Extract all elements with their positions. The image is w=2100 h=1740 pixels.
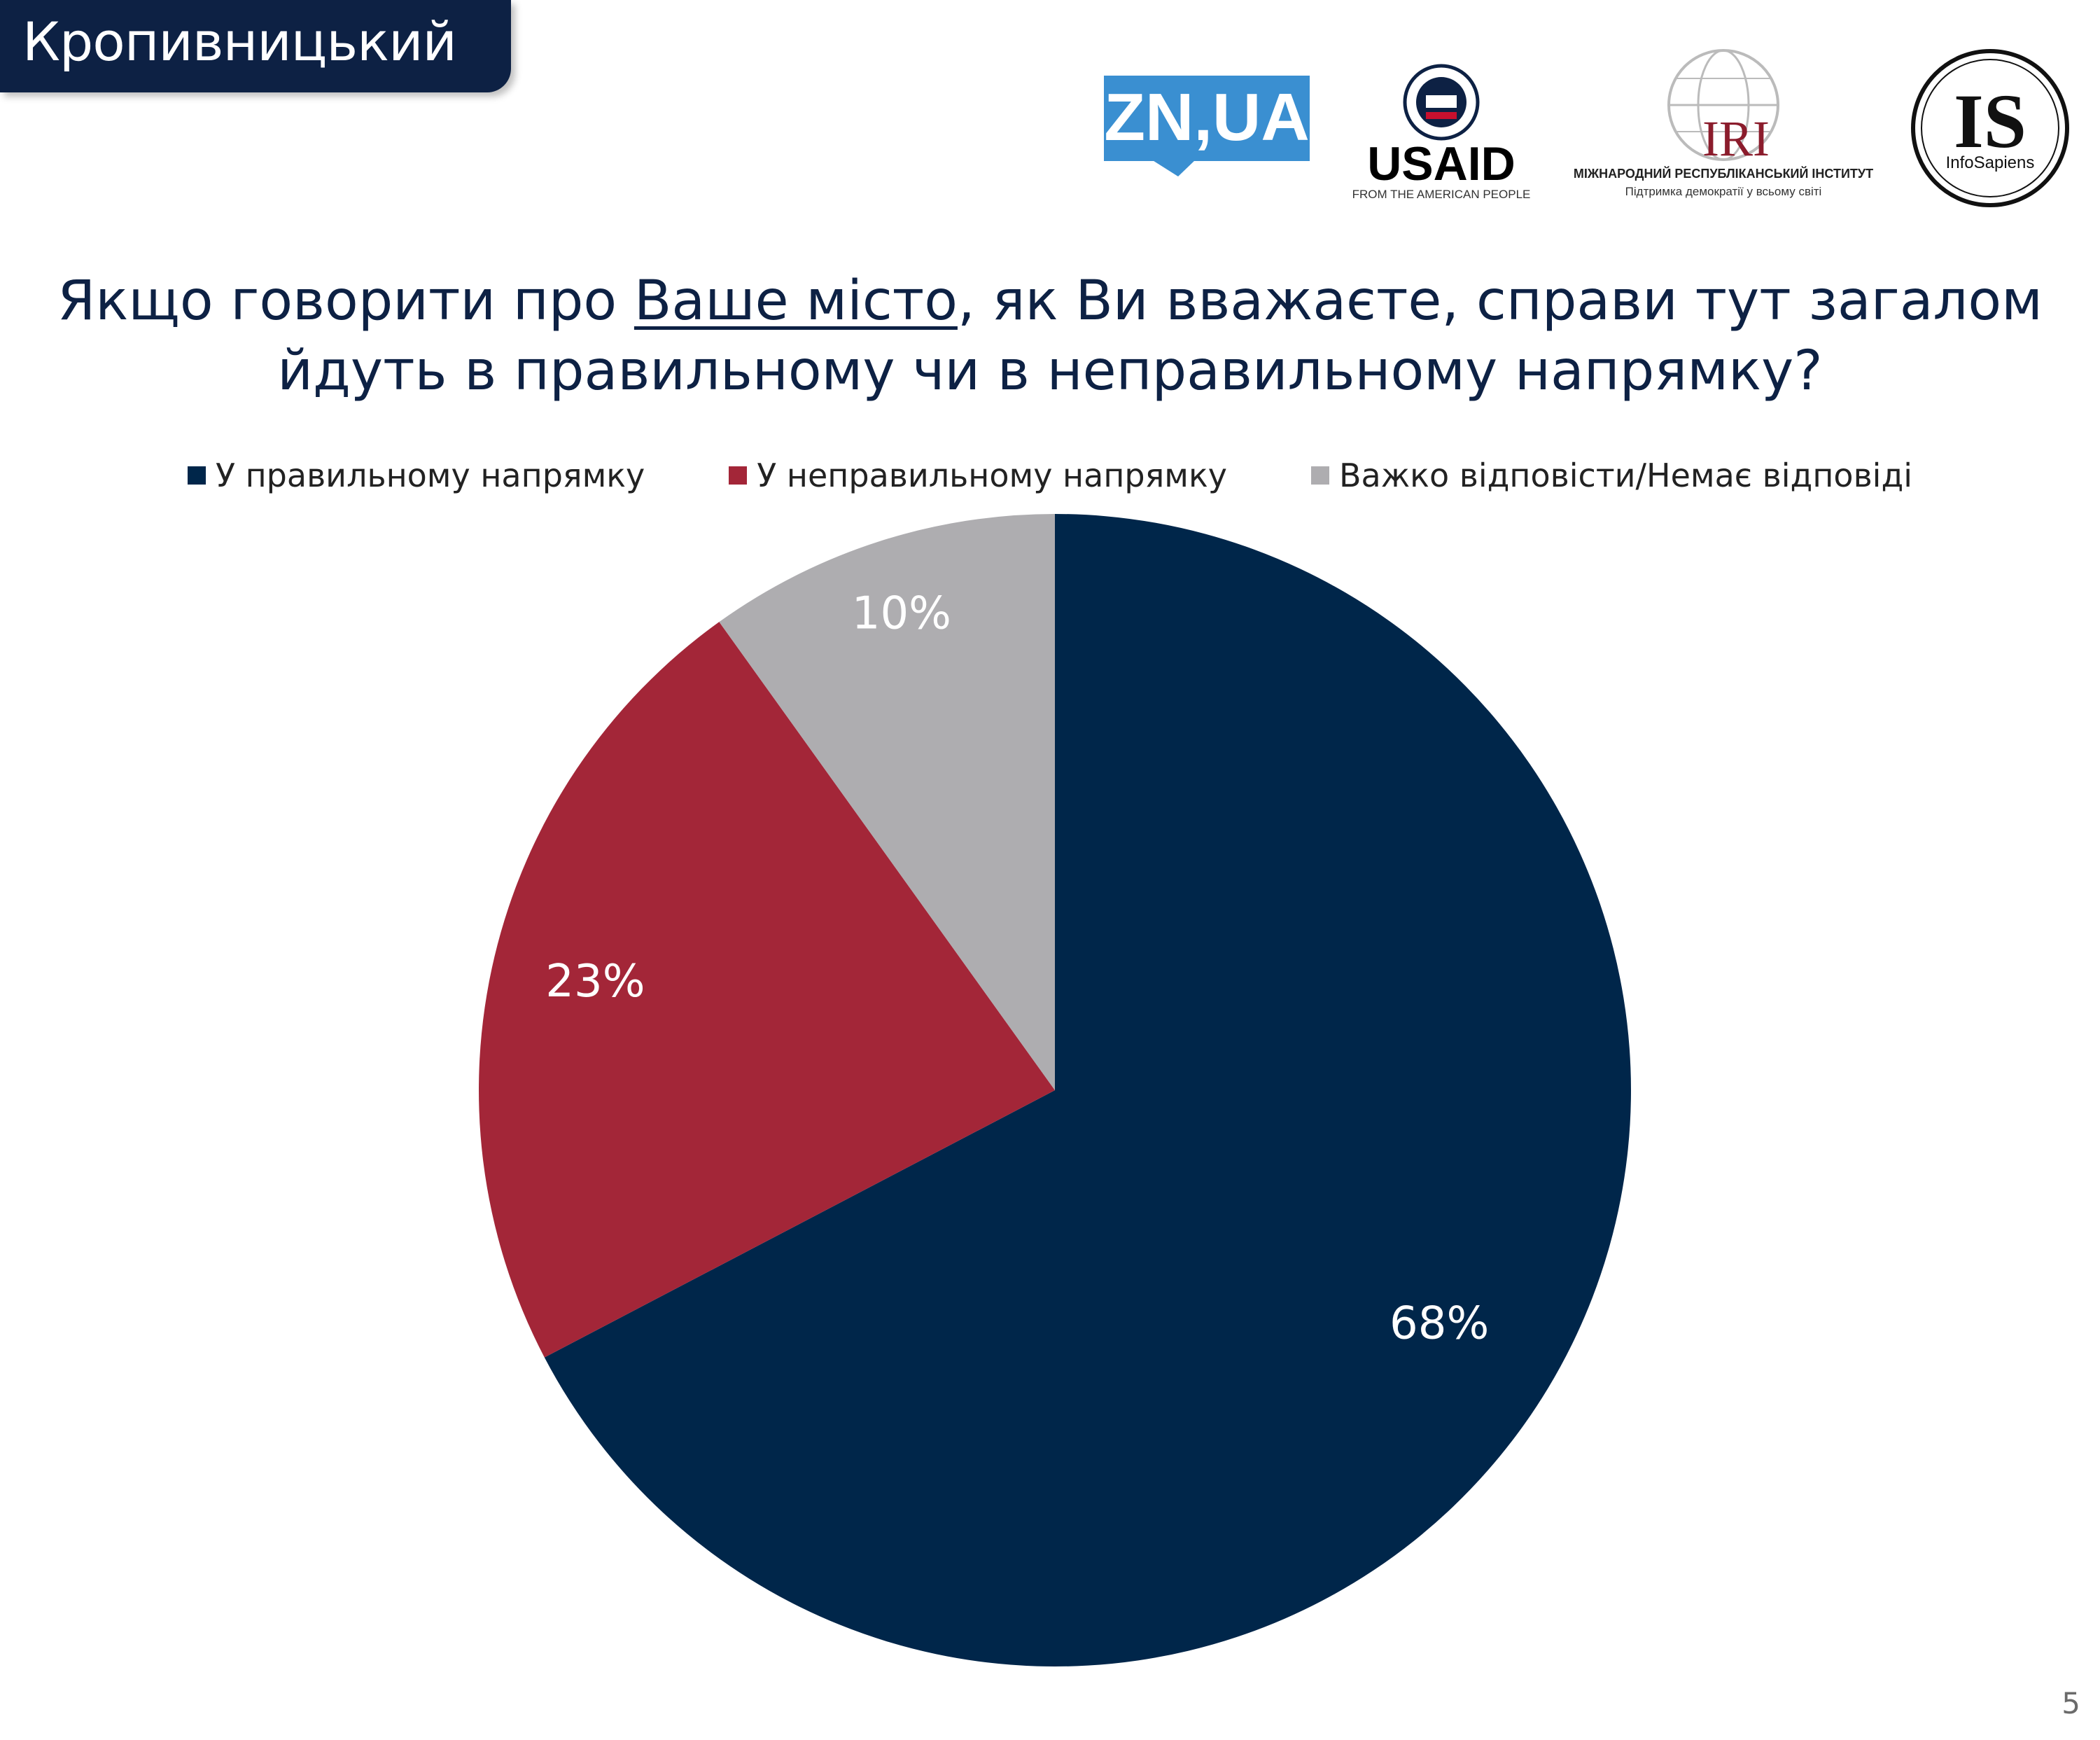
legend-label: У неправильному напрямку: [757, 457, 1227, 494]
usaid-logo: USAID FROM THE AMERICAN PEOPLE: [1352, 64, 1531, 201]
pie-data-label: 23%: [545, 956, 645, 1008]
city-tab: Кропивницький: [0, 0, 511, 92]
pie-slice-right-direction: [544, 514, 1632, 1666]
iri-caption-1: МІЖНАРОДНИЙ РЕСПУБЛІКАНСЬКИЙ ІНСТИТУТ: [1574, 166, 1873, 181]
infosapiens-logo: IS InfoSapiens: [1911, 49, 2069, 207]
legend-swatch: [187, 466, 206, 485]
city-title: Кропивницький: [22, 11, 457, 73]
usaid-logo-text: USAID: [1367, 137, 1516, 190]
legend-item-right-direction: У правильному напрямку: [187, 457, 645, 494]
pie-slice-wrong-direction: [479, 622, 1055, 1358]
zn-ua-logo: ZN,UA: [1104, 76, 1310, 176]
legend-label: Важко відповісти/Немає відповіді: [1338, 457, 1913, 494]
title-text-b: , як Ви вважаєте, справи тут загалом: [957, 270, 2043, 333]
chart-legend: У правильному напрямку У неправильному н…: [0, 457, 2100, 494]
pie-data-label: 68%: [1390, 1297, 1489, 1349]
iri-logo-text: IRI: [1702, 111, 1770, 167]
zn-ua-logo-text: ZN,UA: [1104, 80, 1309, 155]
chart-title: Якщо говорити про Ваше місто, як Ви вваж…: [0, 266, 2100, 406]
title-line-1: Якщо говорити про Ваше місто, як Ви вваж…: [0, 266, 2100, 336]
usaid-tagline: FROM THE AMERICAN PEOPLE: [1352, 188, 1531, 201]
pie-slice-hard-to-say: [719, 514, 1055, 1090]
title-text-a: Якщо говорити про: [57, 270, 634, 333]
logos-bar: ZN,UA USAID FROM THE AMERICAN PEOPLE IRI…: [1104, 49, 2069, 207]
title-line-2: йдуть в правильному чи в неправильному н…: [277, 340, 1823, 403]
infosapiens-logo-text: IS: [1954, 78, 2026, 164]
legend-swatch: [729, 466, 748, 485]
legend-item-hard-to-say: Важко відповісти/Немає відповіді: [1310, 457, 1913, 494]
legend-label: У правильному напрямку: [215, 457, 645, 494]
iri-caption-2: Підтримка демократії у всьому світі: [1625, 185, 1822, 198]
page-number: 5: [2062, 1686, 2080, 1720]
title-underlined: Ваше місто: [634, 270, 958, 333]
iri-logo: IRI МІЖНАРОДНИЙ РЕСПУБЛІКАНСЬКИЙ ІНСТИТУ…: [1574, 49, 1873, 198]
legend-swatch: [1310, 466, 1329, 485]
pie-data-label: 10%: [852, 587, 951, 639]
infosapiens-caption: InfoSapiens: [1946, 153, 2035, 172]
legend-item-wrong-direction: У неправильному напрямку: [729, 457, 1227, 494]
